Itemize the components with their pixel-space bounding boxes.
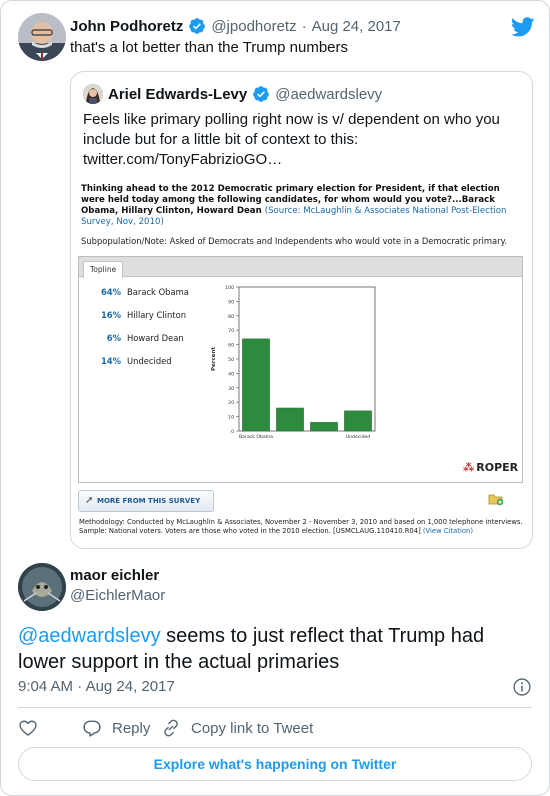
action-bar: Reply Copy link to Tweet: [18, 717, 313, 739]
avatar[interactable]: [18, 13, 66, 61]
bar: [310, 422, 338, 432]
legend-row: 6% Howard Dean: [93, 333, 184, 343]
y-tick-label: 40: [228, 371, 234, 377]
verified-badge-icon: [253, 86, 270, 102]
reply-icon: [83, 720, 101, 737]
bar: [344, 410, 372, 432]
divider: [18, 707, 532, 708]
quoted-tweet-card[interactable]: Ariel Edwards-Levy @aedwardslevy Feels l…: [70, 71, 533, 549]
legend-label: Howard Dean: [127, 333, 184, 343]
view-citation-link: (View Citation): [422, 526, 473, 535]
verified-badge-icon: [189, 18, 206, 34]
more-from-survey-button[interactable]: ➚ MORE FROM THIS SURVEY: [78, 490, 214, 512]
copy-link-button[interactable]: Copy link to Tweet: [161, 718, 313, 738]
survey-question-text: Thinking ahead to the 2012 Democratic pr…: [81, 184, 500, 216]
author-row: John Podhoretz @jpodhoretz · Aug 24, 201…: [70, 17, 401, 35]
y-tick-label: 10: [228, 415, 234, 421]
y-tick-label: 30: [228, 386, 234, 392]
reply-author-handle[interactable]: @EichlerMaor: [70, 587, 166, 604]
quoted-tweet-text: Feels like primary polling right now is …: [83, 110, 523, 170]
y-tick-label: 20: [228, 400, 234, 406]
y-tick-label: 70: [228, 328, 234, 334]
y-tick-label: 0: [231, 429, 234, 435]
quoted-author-row: Ariel Edwards-Levy @aedwardslevy: [83, 84, 382, 104]
legend-label: Barack Obama: [127, 287, 189, 297]
y-tick-label: 90: [228, 299, 234, 305]
reply-author-name[interactable]: maor eichler: [70, 567, 160, 584]
copy-link-label: Copy link to Tweet: [191, 719, 314, 737]
info-icon[interactable]: [512, 677, 532, 697]
methodology-note: Methodology: Conducted by McLaughlin & A…: [79, 518, 524, 535]
author-handle[interactable]: @jpodhoretz: [211, 17, 297, 35]
explore-twitter-button[interactable]: Explore what's happening on Twitter: [18, 747, 532, 781]
tab-topline: Topline: [83, 261, 124, 278]
survey-source: (Source: McLaughlin & Associates Nationa…: [81, 206, 507, 227]
topline-panel: Topline 64% Barack Obama 16% Hillary Clint…: [78, 256, 523, 483]
arrow-icon: ➚: [85, 495, 94, 506]
separator-dot: ·: [301, 17, 307, 35]
bar: [276, 407, 304, 432]
x-tick-label: Barack Obama: [239, 434, 273, 440]
avatar: [83, 84, 103, 104]
more-from-survey-label: MORE FROM THIS SURVEY: [97, 497, 201, 505]
reply-label: Reply: [112, 719, 151, 737]
x-tick-label: Undecided: [346, 434, 371, 440]
legend-row: 14% Undecided: [93, 356, 172, 366]
reply-text-rest: seems to just reflect that Trump had: [160, 625, 485, 647]
quoted-author-handle: @aedwardslevy: [275, 85, 383, 103]
y-axis-label: Percent: [211, 347, 217, 371]
y-tick-label: 60: [228, 343, 234, 349]
methodology-text: Methodology: Conducted by McLaughlin & A…: [79, 518, 523, 535]
legend-row: 16% Hillary Clinton: [93, 310, 186, 320]
add-folder-icon[interactable]: [488, 492, 504, 506]
tweet-timestamp[interactable]: 9:04 AM · Aug 24, 2017: [18, 678, 175, 695]
tweet-text: that's a lot better than the Trump numbe…: [70, 39, 349, 56]
twitter-bird-icon[interactable]: [511, 15, 535, 39]
link-icon: [164, 719, 178, 737]
roper-logo-text: ROPER: [476, 461, 519, 474]
panel-tabbar: Topline: [79, 257, 522, 278]
quoted-text-line: Feels like primary polling right now is …: [83, 111, 500, 128]
tweet-date[interactable]: Aug 24, 2017: [311, 17, 401, 35]
bar: [242, 338, 270, 432]
legend-pct: 6%: [106, 333, 121, 343]
avatar[interactable]: [18, 563, 66, 611]
reply-text-line: lower support in the actual primaries: [18, 651, 340, 673]
quoting-tweet-header: John Podhoretz @jpodhoretz · Aug 24, 201…: [18, 13, 538, 61]
heart-icon: [19, 720, 37, 736]
separator-dot: ·: [77, 678, 83, 695]
survey-image: Thinking ahead to the 2012 Democratic pr…: [71, 180, 532, 548]
survey-subpopulation: Subpopulation/Note: Asked of Democrats a…: [81, 236, 508, 246]
y-tick-label: 100: [225, 285, 234, 291]
quoted-text-link[interactable]: twitter.com/TonyFabrizioGO…: [83, 151, 283, 168]
y-tick-label: 80: [228, 314, 234, 320]
mention-link[interactable]: @aedwardslevy: [18, 625, 161, 647]
y-tick-label: 50: [228, 357, 234, 363]
bar-chart: 0 10 20 30 40 50 60 70 80 90 100 Percent Barack Obam…: [211, 285, 376, 440]
roper-mark-icon: ⁂: [463, 461, 475, 474]
legend-pct: 64%: [100, 287, 121, 297]
roper-logo: ⁂ ROPER: [463, 461, 518, 474]
like-button[interactable]: [18, 718, 82, 738]
quoted-text-line: include but for a little bit of context …: [83, 131, 359, 148]
legend-row: 64% Barack Obama: [93, 287, 189, 297]
tweet-time: 9:04 AM: [18, 678, 74, 695]
legend-label: Undecided: [127, 356, 172, 366]
author-name[interactable]: John Podhoretz: [70, 17, 184, 35]
tweet-date: Aug 24, 2017: [85, 678, 175, 695]
legend-pct: 16%: [100, 310, 121, 320]
reply-text-line: @aedwardslevy seems to just reflect that…: [18, 623, 528, 649]
survey-question: Thinking ahead to the 2012 Democratic pr…: [81, 184, 526, 228]
reply-text: @aedwardslevy seems to just reflect that…: [18, 623, 528, 675]
quoted-author-name: Ariel Edwards-Levy: [108, 85, 248, 103]
reply-button[interactable]: Reply: [82, 718, 161, 738]
legend-label: Hillary Clinton: [127, 310, 186, 320]
legend-pct: 14%: [100, 356, 121, 366]
